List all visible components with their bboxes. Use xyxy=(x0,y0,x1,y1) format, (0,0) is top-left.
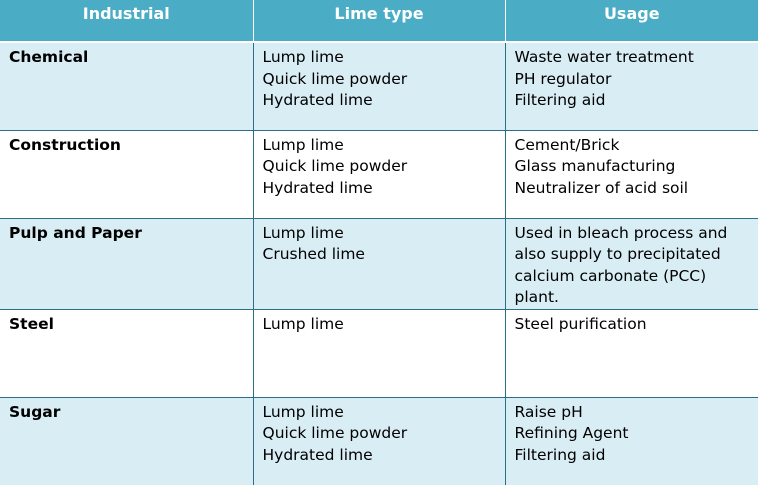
usage-item: Glass manufacturing xyxy=(514,157,676,175)
industry-cell: Sugar xyxy=(0,397,253,485)
usage-item: Filtering aid xyxy=(514,91,606,109)
table-row: Sugar Lump lime Quick lime powder Hydrat… xyxy=(0,397,758,485)
usage-item: Refining Agent xyxy=(514,424,629,442)
table-row: Pulp and Paper Lump lime Crushed lime Us… xyxy=(0,218,758,310)
lime-type-cell: Lump lime Quick lime powder Hydrated lim… xyxy=(252,42,505,131)
table-header: Industrial Lime type Usage xyxy=(0,0,758,43)
lime-type-item: Hydrated lime xyxy=(262,445,373,464)
header-row: Industrial Lime type Usage xyxy=(0,0,758,43)
lime-type-item: Lump lime xyxy=(262,48,344,66)
lime-type-cell: Lump lime Quick lime powder Hydrated lim… xyxy=(252,397,505,485)
usage-cell: Raise pH Refining Agent Filtering aid xyxy=(504,397,758,485)
usage-cell: Waste water treatment PH regulator Filte… xyxy=(504,42,758,131)
table-row: Steel Lump lime Steel purification xyxy=(0,309,758,398)
usage-cell: Used in bleach process and also supply t… xyxy=(504,218,758,310)
lime-type-cell: Lump lime Quick lime powder Hydrated lim… xyxy=(252,130,505,219)
industry-cell: Pulp and Paper xyxy=(0,218,253,310)
lime-type-item: Lump lime xyxy=(262,223,344,242)
usage-cell: Steel purification xyxy=(504,309,758,398)
usage-cell: Cement/Brick Glass manufacturing Neutral… xyxy=(504,130,758,219)
usage-item: Cement/Brick xyxy=(514,135,620,154)
usage-item: PH regulator xyxy=(514,69,612,88)
header-usage: Usage xyxy=(504,0,758,43)
header-lime-type: Lime type xyxy=(252,0,505,43)
usage-item: Neutralizer of acid soil xyxy=(514,178,689,197)
usage-item: Raise pH xyxy=(514,402,583,421)
table-row: Construction Lump lime Quick lime powder… xyxy=(0,130,758,219)
lime-type-item: Hydrated lime xyxy=(262,91,373,109)
industry-cell: Chemical xyxy=(0,42,253,131)
usage-item: Filtering aid xyxy=(514,445,606,464)
lime-type-item: Quick lime powder xyxy=(262,157,408,175)
lime-type-item: Lump lime xyxy=(262,314,344,333)
usage-item: Steel purification xyxy=(514,314,647,333)
lime-type-item: Hydrated lime xyxy=(262,178,373,197)
lime-type-cell: Lump lime xyxy=(252,309,505,398)
lime-type-item: Crushed lime xyxy=(262,245,365,263)
table-body: Chemical Lump lime Quick lime powder Hyd… xyxy=(0,42,758,485)
lime-type-cell: Lump lime Crushed lime xyxy=(252,218,505,310)
table-row: Chemical Lump lime Quick lime powder Hyd… xyxy=(0,42,758,131)
lime-type-item: Quick lime powder xyxy=(262,424,408,442)
lime-type-item: Quick lime powder xyxy=(262,69,408,88)
lime-type-item: Lump lime xyxy=(262,135,344,154)
lime-type-item: Lump lime xyxy=(262,402,344,421)
usage-item: Waste water treatment xyxy=(514,48,694,66)
industry-cell: Steel xyxy=(0,309,253,398)
industry-cell: Construction xyxy=(0,130,253,219)
usage-item: Used in bleach process and also supply t… xyxy=(514,223,728,307)
header-industrial: Industrial xyxy=(0,0,253,43)
